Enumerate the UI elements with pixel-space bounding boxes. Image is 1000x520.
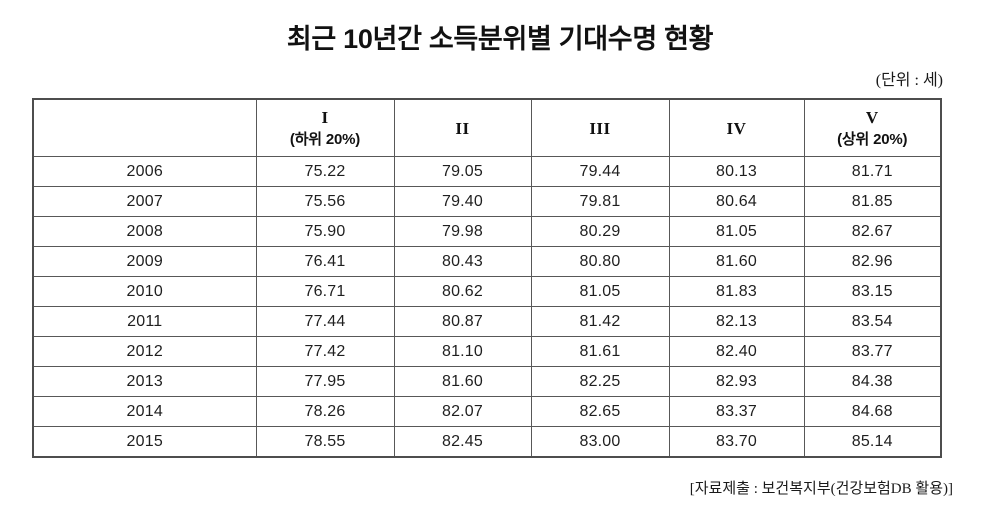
cell-quintile-5: 83.15 — [803, 276, 942, 307]
cell-year: 2015 — [32, 426, 257, 458]
cell-quintile-2: 81.10 — [393, 336, 532, 367]
header-roman-2: II — [455, 119, 470, 139]
table-row: 2008 75.90 79.98 80.29 81.05 82.67 — [32, 216, 942, 247]
cell-quintile-5: 82.67 — [803, 216, 942, 247]
cell-year: 2007 — [32, 186, 257, 217]
cell-quintile-2: 82.45 — [393, 426, 532, 458]
table-row: 2011 77.44 80.87 81.42 82.13 83.54 — [32, 306, 942, 337]
cell-quintile-1: 75.56 — [255, 186, 395, 217]
cell-year: 2008 — [32, 216, 257, 247]
cell-year: 2014 — [32, 396, 257, 427]
cell-quintile-3: 79.44 — [530, 156, 670, 187]
table-row: 2007 75.56 79.40 79.81 80.64 81.85 — [32, 186, 942, 217]
source-footnote: [자료제출 : 보건복지부(건강보험DB 활용)] — [689, 481, 953, 497]
cell-quintile-2: 79.05 — [393, 156, 532, 187]
header-cell-quintile-5: V (상위 20%) — [803, 98, 942, 157]
cell-quintile-5: 84.38 — [803, 366, 942, 397]
cell-year: 2006 — [32, 156, 257, 187]
page-title: 최근 10년간 소득분위별 기대수명 현황 — [286, 24, 714, 54]
cell-quintile-4: 82.93 — [668, 366, 805, 397]
cell-quintile-4: 83.37 — [668, 396, 805, 427]
cell-quintile-1: 75.22 — [255, 156, 395, 187]
cell-quintile-2: 79.40 — [393, 186, 532, 217]
cell-quintile-5: 84.68 — [803, 396, 942, 427]
cell-quintile-1: 76.71 — [255, 276, 395, 307]
unit-note: (단위 : 세) — [875, 72, 943, 89]
cell-year: 2012 — [32, 336, 257, 367]
cell-quintile-5: 81.85 — [803, 186, 942, 217]
cell-quintile-2: 79.98 — [393, 216, 532, 247]
table-row: 2010 76.71 80.62 81.05 81.83 83.15 — [32, 276, 942, 307]
table-row: 2013 77.95 81.60 82.25 82.93 84.38 — [32, 366, 942, 397]
cell-quintile-2: 80.62 — [393, 276, 532, 307]
cell-quintile-4: 82.40 — [668, 336, 805, 367]
cell-quintile-4: 83.70 — [668, 426, 805, 458]
cell-quintile-4: 81.05 — [668, 216, 805, 247]
table-row: 2012 77.42 81.10 81.61 82.40 83.77 — [32, 336, 942, 367]
cell-quintile-1: 78.26 — [255, 396, 395, 427]
table-row: 2015 78.55 82.45 83.00 83.70 85.14 — [32, 426, 942, 458]
cell-quintile-1: 77.95 — [255, 366, 395, 397]
table-container: I (하위 20%) II III — [32, 98, 942, 458]
cell-quintile-1: 76.41 — [255, 246, 395, 277]
cell-quintile-1: 77.44 — [255, 306, 395, 337]
cell-quintile-1: 75.90 — [255, 216, 395, 247]
header-cell-quintile-2: II — [393, 98, 532, 157]
cell-quintile-2: 80.43 — [393, 246, 532, 277]
cell-quintile-2: 81.60 — [393, 366, 532, 397]
cell-quintile-3: 82.25 — [530, 366, 670, 397]
table-body: 2006 75.22 79.05 79.44 80.13 81.71 2007 … — [32, 156, 942, 458]
cell-quintile-5: 82.96 — [803, 246, 942, 277]
cell-quintile-3: 80.29 — [530, 216, 670, 247]
cell-quintile-5: 83.77 — [803, 336, 942, 367]
table-header: I (하위 20%) II III — [32, 98, 942, 157]
cell-quintile-2: 80.87 — [393, 306, 532, 337]
cell-year: 2009 — [32, 246, 257, 277]
header-cell-quintile-3: III — [530, 98, 670, 157]
cell-quintile-1: 77.42 — [255, 336, 395, 367]
table-row: 2009 76.41 80.43 80.80 81.60 82.96 — [32, 246, 942, 277]
cell-quintile-4: 82.13 — [668, 306, 805, 337]
header-roman-3: III — [589, 119, 611, 139]
cell-quintile-4: 81.60 — [668, 246, 805, 277]
cell-quintile-3: 80.80 — [530, 246, 670, 277]
cell-quintile-1: 78.55 — [255, 426, 395, 458]
cell-quintile-3: 81.05 — [530, 276, 670, 307]
cell-year: 2013 — [32, 366, 257, 397]
cell-quintile-3: 79.81 — [530, 186, 670, 217]
table-row: 2014 78.26 82.07 82.65 83.37 84.68 — [32, 396, 942, 427]
cell-quintile-4: 80.13 — [668, 156, 805, 187]
life-expectancy-table: I (하위 20%) II III — [32, 98, 942, 458]
cell-quintile-2: 82.07 — [393, 396, 532, 427]
cell-quintile-4: 80.64 — [668, 186, 805, 217]
cell-quintile-4: 81.83 — [668, 276, 805, 307]
cell-year: 2010 — [32, 276, 257, 307]
header-row: I (하위 20%) II III — [32, 98, 942, 157]
cell-quintile-5: 83.54 — [803, 306, 942, 337]
header-roman-5: V — [865, 107, 879, 127]
header-cell-quintile-1: I (하위 20%) — [255, 98, 395, 157]
cell-quintile-3: 82.65 — [530, 396, 670, 427]
header-roman-1: I — [321, 107, 329, 127]
cell-quintile-5: 81.71 — [803, 156, 942, 187]
header-cell-quintile-4: IV — [668, 98, 805, 157]
cell-year: 2011 — [32, 306, 257, 337]
header-sub-5: (상위 20%) — [837, 130, 908, 148]
header-cell-year — [32, 98, 257, 157]
cell-quintile-3: 83.00 — [530, 426, 670, 458]
table-row: 2006 75.22 79.05 79.44 80.13 81.71 — [32, 156, 942, 187]
cell-quintile-3: 81.61 — [530, 336, 670, 367]
cell-quintile-3: 81.42 — [530, 306, 670, 337]
header-sub-1: (하위 20%) — [289, 130, 361, 148]
header-roman-4: IV — [726, 119, 747, 139]
cell-quintile-5: 85.14 — [803, 426, 942, 458]
